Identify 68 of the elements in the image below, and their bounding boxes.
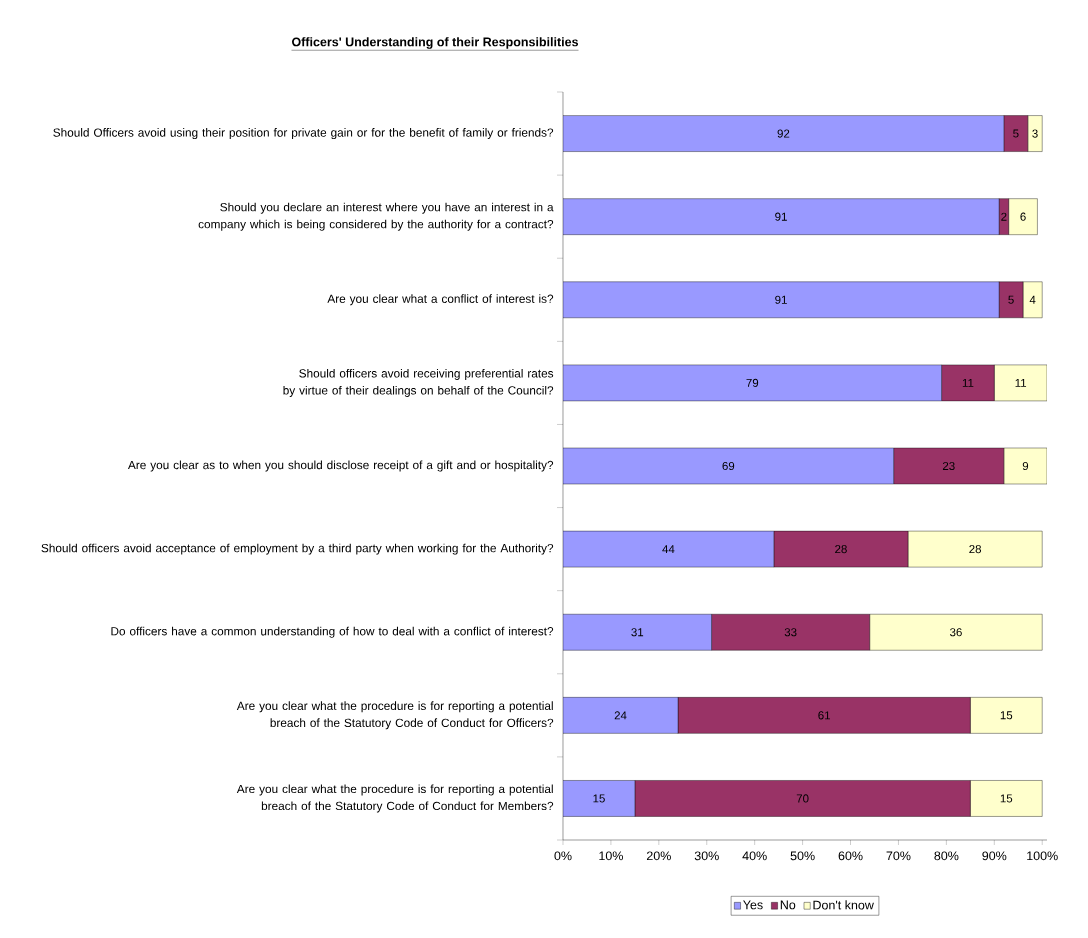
x-tick-label: 60% (838, 851, 863, 861)
y-tick-label: Do officers have a common understanding of how to deal with a conflict of interest? (111, 626, 554, 638)
bar (941, 364, 995, 402)
bar (563, 447, 894, 485)
x-tick-label: 100% (1027, 851, 1058, 861)
data-label: 23 (942, 461, 955, 471)
bar (970, 697, 1043, 734)
data-label: 9 (1022, 461, 1029, 471)
y-tick-label: Should you declare an interest where you have an interest in a company which is being considered by the authority for a contract? (198, 202, 554, 231)
bar (1027, 115, 1043, 152)
data-label: 91 (775, 212, 787, 221)
data-label: 15 (1000, 711, 1013, 720)
y-tick-label: Should officers avoid acceptance of employment by a third party when working for the Authority? (41, 543, 554, 555)
data-label: 91 (775, 295, 787, 304)
x-tick-label: 0% (554, 851, 572, 861)
bar (563, 530, 775, 568)
data-label: 69 (722, 461, 735, 471)
data-label: 33 (784, 628, 797, 637)
data-label: 28 (835, 545, 847, 554)
bar (869, 614, 1043, 651)
bar (563, 198, 1000, 235)
y-tick-label: Are you clear as to when you should disclose receipt of a gift and or hospitality? (127, 460, 554, 472)
y-tick-label: Are you clear what a conflict of interest is? (327, 294, 554, 306)
data-label: 11 (1015, 378, 1027, 387)
bar (970, 780, 1043, 817)
data-label: 44 (662, 545, 675, 554)
x-tick-label: 70% (886, 851, 911, 861)
x-tick-label: 20% (646, 851, 671, 861)
bar (994, 364, 1047, 402)
data-label: 11 (962, 378, 974, 387)
data-label: 6 (1020, 212, 1026, 221)
bar (563, 614, 712, 651)
bar (1008, 198, 1038, 235)
data-label: 79 (746, 378, 759, 387)
x-tick-label: 30% (694, 851, 719, 861)
bar (563, 780, 636, 817)
y-tick-label: Are you clear what the procedure is for reporting a potential breach of the Statutory Code of Conduct for Members? (236, 784, 554, 813)
x-tick-label: 10% (599, 851, 623, 861)
y-tick-label: Should officers avoid receiving preferential rates by virtue of their dealings on behalf of the Council? (283, 368, 554, 397)
legend-label: No (780, 900, 796, 910)
data-label: 28 (969, 545, 982, 554)
data-label: 5 (1008, 295, 1014, 304)
bar (563, 281, 1000, 318)
data-label: 70 (796, 794, 809, 803)
bar (563, 364, 942, 402)
y-tick-label: Should Officers avoid using their position for private gain or for the benefit of family or friends? (53, 128, 554, 140)
x-tick-label: 90% (982, 851, 1007, 861)
bar (563, 697, 679, 734)
x-tick-label: 50% (790, 851, 815, 861)
x-tick-label: 80% (934, 851, 959, 861)
data-label: 61 (818, 711, 831, 720)
data-label: 3 (1032, 129, 1038, 138)
data-label: 92 (777, 129, 790, 138)
data-label: 15 (1000, 794, 1013, 803)
data-label: 36 (950, 628, 962, 637)
bar (563, 115, 1005, 152)
data-label: 4 (1029, 295, 1036, 304)
text: Officers' Understanding of their Responsibilities (292, 37, 579, 49)
bar (907, 530, 1043, 568)
data-label: 5 (1013, 129, 1019, 138)
y-tick-label: Are you clear what the procedure is for reporting a potential breach of the Statutory Code of Conduct for Officers? (236, 701, 554, 730)
data-label: 2 (1001, 212, 1007, 221)
data-label: 31 (631, 628, 644, 637)
legend-label: Yes (743, 900, 763, 910)
x-tick-label: 40% (742, 851, 767, 861)
data-label: 15 (593, 794, 605, 803)
legend-label: Don't know (813, 900, 874, 910)
data-label: 24 (614, 711, 627, 720)
